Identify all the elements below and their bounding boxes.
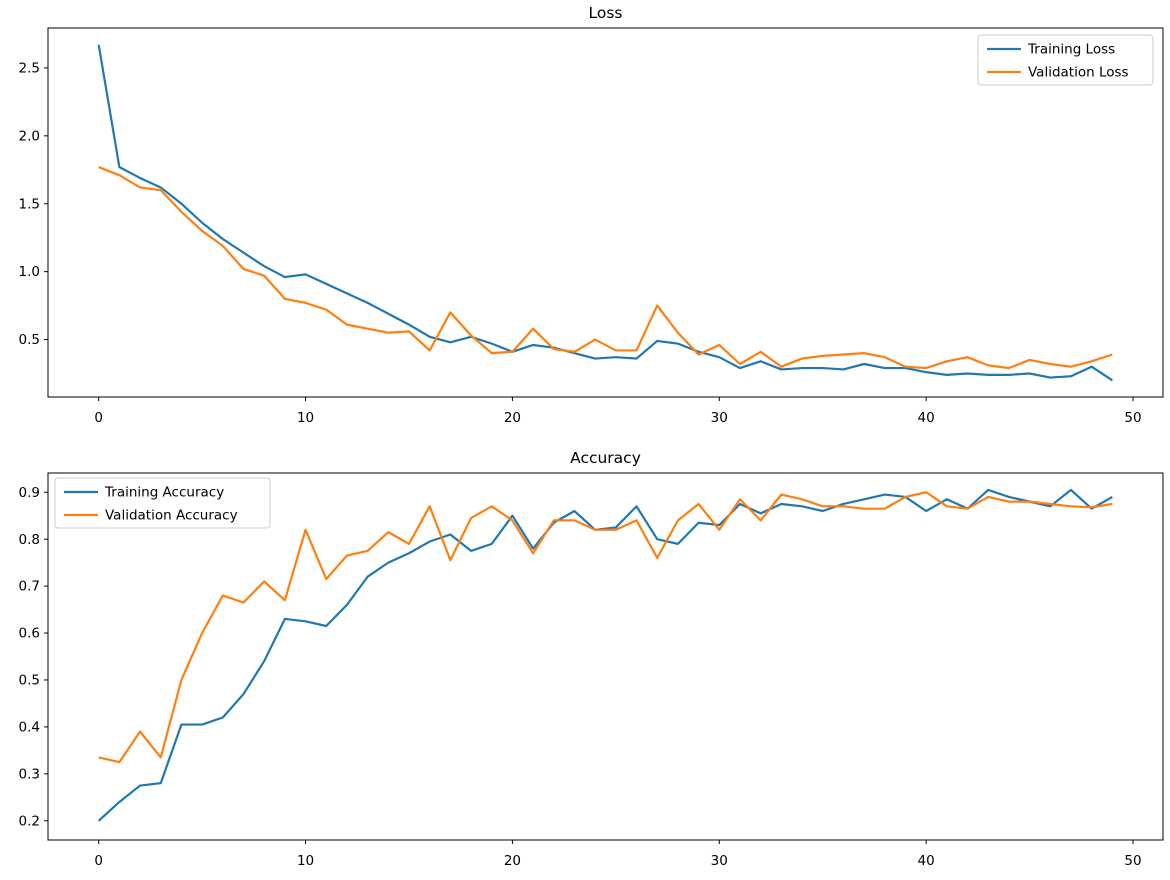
loss-x-tick-label-5: 50 (1124, 410, 1141, 426)
accuracy-chart-title: Accuracy (570, 449, 641, 467)
training-loss-line (97, 44, 1113, 382)
training-accuracy-legend-label: Training Accuracy (104, 485, 224, 501)
training-accuracy-line (97, 488, 1113, 822)
accuracy-x-tick-label-5: 50 (1124, 853, 1141, 869)
accuracy-y-tick-label-3: 0.5 (19, 673, 40, 689)
loss-axes-frame (47, 27, 1164, 398)
loss-x-tick-label-2: 20 (504, 410, 521, 426)
accuracy-y-tick-label-5: 0.7 (19, 579, 40, 595)
loss-y-tick-label-0: 0.5 (19, 332, 40, 348)
loss-y-tick-label-3: 2.0 (19, 128, 40, 144)
loss-legend-box (977, 34, 1154, 86)
validation-accuracy-legend-label: Validation Accuracy (105, 508, 238, 524)
loss-y-tick-label-4: 2.5 (19, 61, 40, 77)
accuracy-x-tick-label-4: 40 (918, 853, 935, 869)
validation-loss-legend-label: Validation Loss (1028, 65, 1129, 81)
accuracy-legend-box (54, 477, 271, 529)
loss-y-tick-label-2: 1.5 (19, 196, 40, 212)
validation-loss-line (98, 166, 1113, 370)
accuracy-x-tick-label-0: 0 (94, 853, 103, 869)
accuracy-x-tick-label-1: 10 (297, 853, 314, 869)
loss-chart-title: Loss (588, 4, 623, 22)
accuracy-y-tick-label-4: 0.6 (19, 626, 40, 642)
accuracy-y-tick-label-2: 0.4 (19, 719, 40, 735)
accuracy-x-tick-label-2: 20 (504, 853, 521, 869)
loss-x-tick-label-1: 10 (297, 410, 314, 426)
training-loss-legend-label: Training Loss (1027, 42, 1115, 58)
validation-accuracy-line (98, 491, 1113, 764)
loss-y-tick-label-1: 1.0 (19, 264, 40, 280)
loss-x-tick-label-4: 40 (918, 410, 935, 426)
accuracy-y-tick-label-0: 0.2 (19, 813, 40, 829)
loss-x-tick-label-0: 0 (94, 410, 103, 426)
accuracy-y-tick-label-7: 0.9 (19, 485, 40, 501)
accuracy-y-tick-label-6: 0.8 (19, 532, 40, 548)
accuracy-axes-frame (47, 472, 1164, 841)
loss-x-tick-label-3: 30 (711, 410, 728, 426)
accuracy-y-tick-label-1: 0.3 (19, 766, 40, 782)
accuracy-x-tick-label-3: 30 (711, 853, 728, 869)
